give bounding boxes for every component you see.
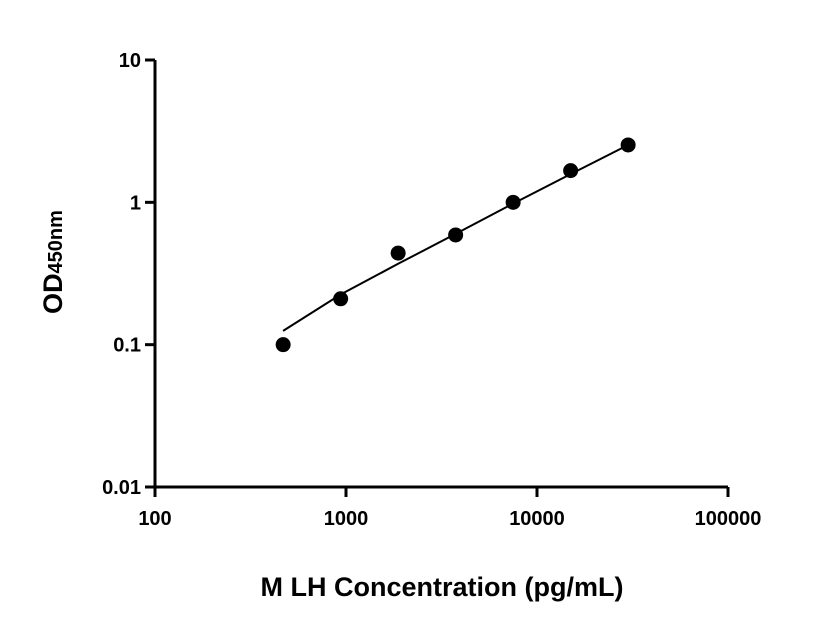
x-tick-label: 1000 (324, 508, 369, 530)
data-point (563, 163, 579, 179)
axes (153, 60, 728, 489)
y-tick-label: 1 (130, 192, 141, 214)
x-tick-label: 100 (138, 508, 171, 530)
y-tick-label: 10 (119, 50, 141, 72)
y-ticks: 0.01 0.1 1 10 (102, 50, 155, 499)
data-point (505, 194, 521, 210)
data-points (275, 137, 636, 353)
data-point (620, 137, 636, 153)
y-tick-label: 0.01 (102, 477, 141, 499)
data-point (390, 245, 406, 261)
y-axis-title-main: OD (38, 273, 68, 314)
y-tick-label: 0.1 (113, 335, 141, 357)
x-ticks: 100 1000 10000 100000 (138, 487, 761, 530)
x-tick-label: 10000 (509, 508, 565, 530)
data-point (275, 337, 291, 353)
y-axis-title-subscript: 450nm (45, 210, 67, 273)
x-axis-title: M LH Concentration (pg/mL) (261, 572, 624, 602)
data-point (448, 227, 464, 243)
x-tick-label: 100000 (695, 508, 762, 530)
data-point (333, 291, 349, 307)
y-axis-title: OD450nm (38, 210, 68, 314)
